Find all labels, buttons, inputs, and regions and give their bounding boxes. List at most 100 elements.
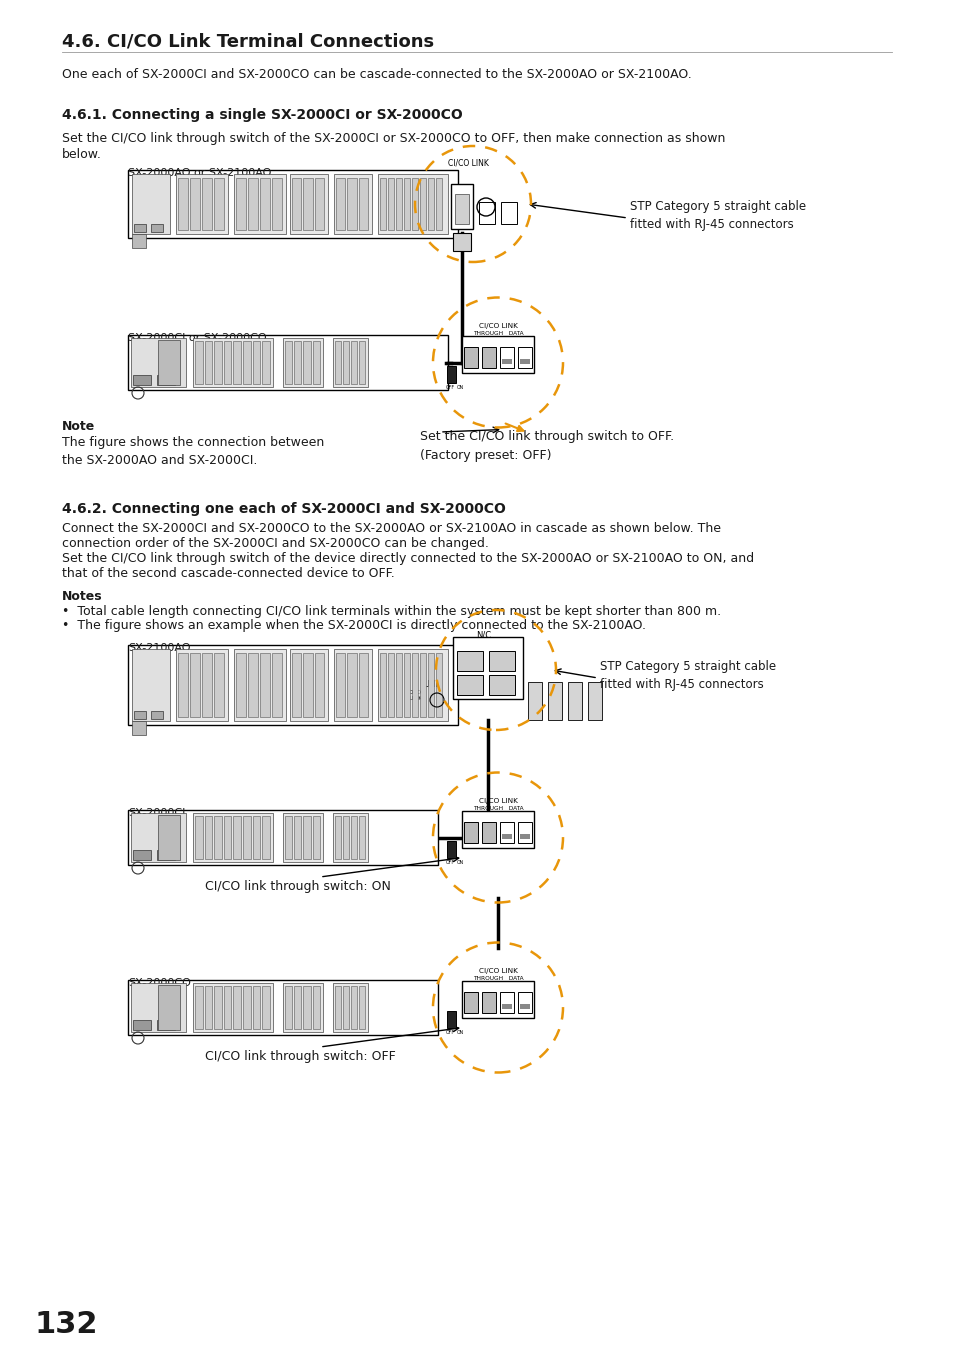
Text: connection order of the SX-2000CI and SX-2000CO can be changed.: connection order of the SX-2000CI and SX…	[62, 537, 488, 549]
Bar	[260, 653, 270, 717]
Bar	[272, 653, 282, 717]
Bar	[190, 178, 200, 230]
Bar	[204, 986, 212, 1029]
Bar	[489, 675, 515, 695]
Bar	[214, 342, 222, 383]
Bar	[283, 338, 323, 387]
Text: Notes: Notes	[62, 590, 103, 603]
Bar	[233, 649, 286, 721]
Bar	[131, 338, 186, 387]
Text: Set the CI/CO link through switch of the SX-2000CI or SX-2000CO to OFF, then mak: Set the CI/CO link through switch of the…	[62, 132, 724, 144]
Bar	[313, 342, 319, 383]
Bar	[290, 174, 328, 234]
Bar	[128, 335, 448, 390]
Text: •  The figure shows an example when the SX-2000CI is directly connected to the S: • The figure shows an example when the S…	[62, 620, 645, 632]
Text: ON: ON	[456, 1030, 463, 1035]
Bar	[388, 178, 394, 230]
Bar	[419, 178, 426, 230]
Bar	[333, 983, 368, 1031]
Bar	[292, 178, 301, 230]
Bar	[455, 194, 469, 224]
Text: that of the second cascade-connected device to OFF.: that of the second cascade-connected dev…	[62, 567, 395, 580]
Bar	[292, 653, 301, 717]
Bar	[395, 653, 401, 717]
Bar	[313, 815, 319, 859]
Text: STP Category 5 straight cable
fitted with RJ-45 connectors: STP Category 5 straight cable fitted wit…	[629, 200, 805, 231]
Bar	[313, 986, 319, 1029]
Bar	[519, 1004, 530, 1008]
Text: 4.6.2. Connecting one each of SX-2000CI and SX-2000CO: 4.6.2. Connecting one each of SX-2000CI …	[62, 502, 505, 516]
Bar	[395, 178, 401, 230]
Bar	[447, 1011, 456, 1027]
Bar	[436, 653, 441, 717]
Bar	[314, 178, 324, 230]
Bar	[351, 986, 356, 1029]
Bar	[519, 359, 530, 364]
Bar	[151, 224, 163, 232]
Text: •  Total cable length connecting CI/CO link terminals within the system must be : • Total cable length connecting CI/CO li…	[62, 605, 720, 618]
Bar	[193, 338, 273, 387]
Bar	[428, 178, 434, 230]
Bar	[419, 653, 426, 717]
Bar	[358, 653, 368, 717]
Bar	[178, 653, 188, 717]
Bar	[303, 342, 311, 383]
Bar	[303, 986, 311, 1029]
Bar	[262, 986, 270, 1029]
Text: N/C: N/C	[476, 630, 491, 640]
Bar	[131, 813, 186, 863]
Bar	[517, 347, 532, 367]
Bar	[131, 983, 186, 1031]
Text: CI/CO LINK: CI/CO LINK	[448, 158, 488, 167]
Bar	[233, 815, 241, 859]
Text: SX-2000AO or SX-2100AO: SX-2000AO or SX-2100AO	[128, 167, 271, 178]
Bar	[132, 850, 151, 860]
Bar	[451, 184, 473, 230]
Text: CI/CO
LINK: CI/CO LINK	[408, 690, 425, 701]
Bar	[151, 711, 163, 720]
Bar	[567, 682, 581, 720]
Bar	[519, 834, 530, 838]
Bar	[194, 342, 202, 383]
Bar	[193, 983, 273, 1031]
Bar	[260, 178, 270, 230]
Bar	[517, 992, 532, 1012]
Bar	[214, 815, 222, 859]
Text: CI/CO link through switch: ON: CI/CO link through switch: ON	[205, 880, 391, 892]
Text: THROUGH   DATA: THROUGH DATA	[472, 806, 523, 811]
Bar	[343, 815, 349, 859]
Bar	[358, 986, 365, 1029]
Bar	[500, 202, 517, 224]
Bar	[403, 178, 410, 230]
Text: 132: 132	[35, 1310, 98, 1339]
Text: 4.6. CI/CO Link Terminal Connections: 4.6. CI/CO Link Terminal Connections	[62, 32, 434, 50]
Bar	[481, 822, 496, 842]
Bar	[202, 178, 212, 230]
Bar	[462, 336, 533, 373]
Bar	[403, 653, 410, 717]
Bar	[499, 822, 514, 842]
Bar	[283, 983, 323, 1031]
Text: THROUGH   DATA: THROUGH DATA	[472, 976, 523, 981]
Bar	[478, 202, 495, 224]
Text: SX-2000CI: SX-2000CI	[128, 809, 185, 818]
Bar	[285, 342, 292, 383]
Bar	[335, 986, 340, 1029]
Bar	[377, 649, 448, 721]
Bar	[334, 649, 372, 721]
Bar	[447, 841, 456, 859]
Text: 4.6.1. Connecting a single SX-2000CI or SX-2000CO: 4.6.1. Connecting a single SX-2000CI or …	[62, 108, 462, 122]
Bar	[290, 649, 328, 721]
Bar	[333, 338, 368, 387]
Bar	[499, 992, 514, 1012]
Bar	[462, 981, 533, 1018]
Bar	[333, 813, 368, 863]
Bar	[481, 347, 496, 367]
Bar	[128, 810, 437, 865]
Bar	[233, 342, 241, 383]
Bar	[243, 986, 251, 1029]
Bar	[128, 170, 457, 238]
Bar	[133, 711, 146, 720]
Text: OFF: OFF	[446, 385, 455, 390]
Text: THROUGH   DATA: THROUGH DATA	[472, 331, 523, 336]
